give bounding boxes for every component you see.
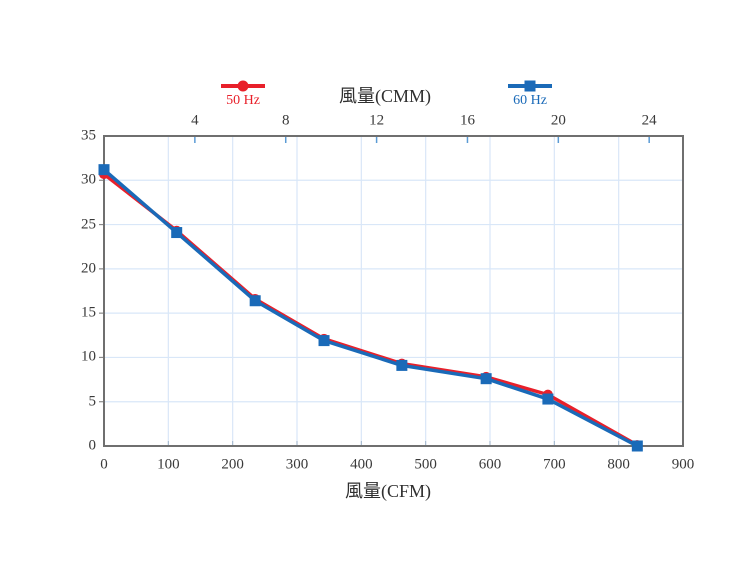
y-tick-label: 15	[81, 304, 96, 321]
y-tick-label: 5	[88, 393, 97, 410]
top-tick-label: 24	[641, 112, 657, 129]
bottom-axis-title: 風量(CFM)	[344, 481, 431, 501]
top-tick-label: 8	[281, 112, 290, 129]
top-tick-label: 20	[550, 112, 566, 129]
bottom-tick-label: 800	[607, 456, 630, 473]
data-marker-60hz	[542, 393, 554, 405]
legend-60hz-label: 60 Hz	[513, 93, 547, 108]
data-marker-60hz	[171, 227, 183, 239]
data-marker-60hz	[480, 373, 492, 385]
data-marker-60hz	[318, 335, 330, 347]
data-marker-60hz	[396, 359, 408, 371]
bottom-tick-label: 400	[350, 456, 373, 473]
data-marker-60hz	[98, 164, 110, 176]
y-tick-label: 30	[81, 171, 96, 188]
bottom-tick-label: 200	[221, 456, 244, 473]
legend-60hz: 60 Hz	[485, 79, 575, 108]
data-marker-60hz	[631, 440, 643, 452]
top-axis-title: 風量(CMM)	[338, 86, 431, 106]
legend-50hz-label: 50 Hz	[226, 93, 260, 108]
top-tick-label: 16	[459, 112, 475, 129]
bottom-tick-label: 700	[543, 456, 566, 473]
bottom-tick-label: 100	[157, 456, 180, 473]
top-tick-label: 4	[191, 112, 199, 129]
plot-frame	[103, 135, 684, 447]
series-line-60hz	[102, 167, 640, 448]
red-line-circle-marker-icon	[221, 80, 265, 92]
bottom-tick-label: 600	[478, 456, 502, 473]
y-tick-label: 35	[81, 127, 96, 144]
blue-line-square-marker-icon	[508, 80, 552, 92]
legend-50hz: 50 Hz	[198, 79, 288, 108]
top-tick-label: 12	[369, 112, 385, 129]
bottom-tick-label: 0	[100, 456, 108, 473]
y-tick-label: 0	[88, 437, 97, 454]
y-tick-label: 10	[81, 348, 96, 365]
bottom-tick-label: 300	[285, 456, 309, 473]
bottom-tick-label: 900	[671, 456, 695, 473]
y-tick-label: 25	[81, 216, 96, 233]
data-marker-60hz	[249, 295, 261, 307]
bottom-tick-label: 500	[414, 456, 437, 473]
y-tick-label: 20	[81, 260, 96, 277]
